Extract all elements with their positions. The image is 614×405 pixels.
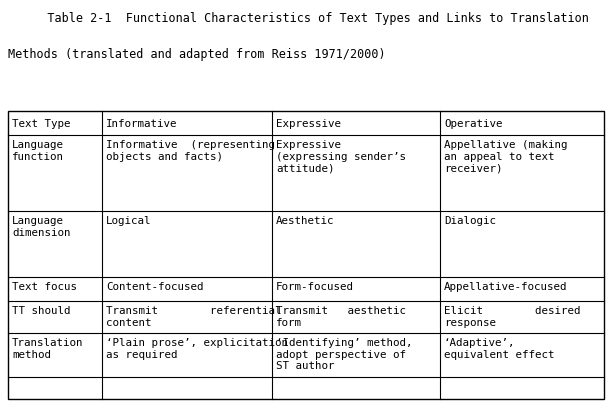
Text: Operative: Operative xyxy=(444,119,502,129)
Text: Aesthetic: Aesthetic xyxy=(276,215,335,226)
Text: Methods (translated and adapted from Reiss 1971/2000): Methods (translated and adapted from Rei… xyxy=(8,48,386,61)
Text: Table 2-1  Functional Characteristics of Text Types and Links to Translation: Table 2-1 Functional Characteristics of … xyxy=(26,12,588,25)
Text: Content-focused: Content-focused xyxy=(106,281,203,291)
Text: Dialogic: Dialogic xyxy=(444,215,496,226)
Text: ‘Adaptive’,
equivalent effect: ‘Adaptive’, equivalent effect xyxy=(444,337,554,359)
Text: Text focus: Text focus xyxy=(12,281,77,291)
Text: Transmit   aesthetic
form: Transmit aesthetic form xyxy=(276,305,406,327)
Text: Language
function: Language function xyxy=(12,140,64,161)
Text: Informative: Informative xyxy=(106,119,177,129)
Text: ‘Identifying’ method,
adopt perspective of
ST author: ‘Identifying’ method, adopt perspective … xyxy=(276,337,413,370)
Text: Informative  (representing
objects and facts): Informative (representing objects and fa… xyxy=(106,140,275,161)
Bar xyxy=(8,112,604,399)
Text: Logical: Logical xyxy=(106,215,152,226)
Text: ‘Plain prose’, explicitation
as required: ‘Plain prose’, explicitation as required xyxy=(106,337,288,359)
Text: Transmit        referential
content: Transmit referential content xyxy=(106,305,281,327)
Text: Expressive: Expressive xyxy=(276,119,341,129)
Text: Language
dimension: Language dimension xyxy=(12,215,71,237)
Text: Appellative-focused: Appellative-focused xyxy=(444,281,567,291)
Text: TT should: TT should xyxy=(12,305,71,315)
Text: Expressive
(expressing sender’s
attitude): Expressive (expressing sender’s attitude… xyxy=(276,140,406,173)
Text: Text Type: Text Type xyxy=(12,119,71,129)
Text: Form-focused: Form-focused xyxy=(276,281,354,291)
Text: Appellative (making
an appeal to text
receiver): Appellative (making an appeal to text re… xyxy=(444,140,567,173)
Text: Translation
method: Translation method xyxy=(12,337,84,359)
Text: Elicit        desired
response: Elicit desired response xyxy=(444,305,580,327)
